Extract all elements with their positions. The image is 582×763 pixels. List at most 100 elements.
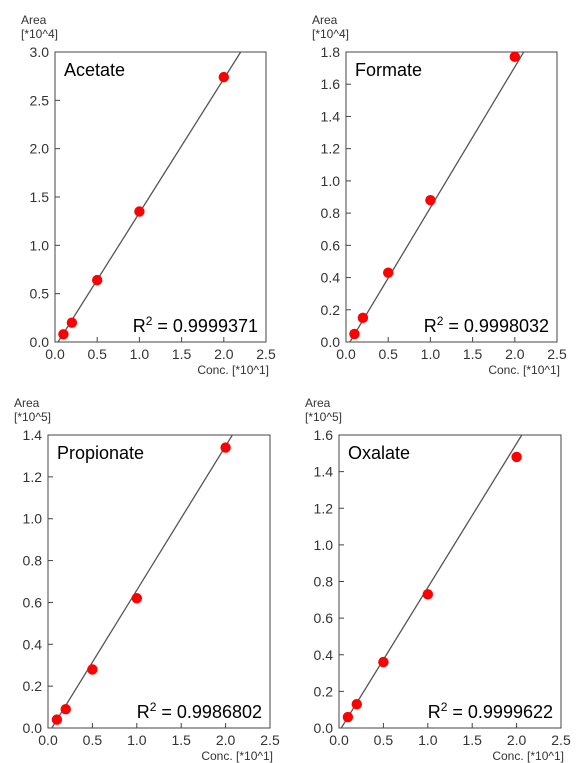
data-point bbox=[351, 698, 362, 710]
x-tick-label: 0.5 bbox=[374, 732, 394, 748]
y-tick-label: 1.4 bbox=[23, 427, 43, 443]
x-axis-title: Conc. [*10^1] bbox=[488, 363, 560, 377]
fit-line bbox=[51, 435, 234, 728]
x-tick-label: 1.5 bbox=[462, 732, 482, 748]
plot-frame bbox=[47, 434, 271, 729]
chart-propionate: 0.0 0.2 0.4 0.6 0.8 1.0 1.2 1.4 0.0 0.5 1.0 1.5 2.0 2… bbox=[14, 396, 280, 763]
x-tick-label: 1.5 bbox=[171, 732, 191, 748]
chart-panel-acetate: 0.0 0.5 1.0 1.5 2.0 2.5 3.0 0.0 0.5 1.0 1.5 2.0 2.5 A… bbox=[0, 0, 288, 380]
y-tick-label: 1.0 bbox=[314, 537, 334, 553]
y-tick-label: 0.0 bbox=[23, 720, 43, 736]
x-tick-label: 2.0 bbox=[505, 346, 525, 362]
y-tick-label: 0.4 bbox=[314, 647, 334, 663]
x-tick-label: 0.0 bbox=[45, 346, 65, 362]
data-point bbox=[220, 442, 231, 453]
y-tick-label: 2.5 bbox=[30, 92, 50, 108]
y-tick-label: 1.6 bbox=[321, 76, 341, 92]
y-tick-label: 1.4 bbox=[314, 464, 334, 480]
fit-line bbox=[340, 435, 523, 728]
y-tick-label: 1.2 bbox=[321, 141, 341, 157]
x-tick-label: 0.0 bbox=[38, 732, 58, 748]
y-tick-label: 0.0 bbox=[321, 334, 341, 350]
fit-line bbox=[349, 52, 525, 342]
y-axis-title: Area bbox=[305, 396, 331, 410]
data-point bbox=[92, 274, 103, 286]
data-point bbox=[511, 451, 522, 463]
plot-frame bbox=[338, 434, 562, 729]
data-point bbox=[349, 328, 360, 340]
y-tick-label: 0.2 bbox=[321, 302, 341, 318]
x-tick-label: 0.5 bbox=[83, 732, 103, 748]
x-tick-label: 2.5 bbox=[547, 346, 567, 362]
x-tick-label: 0.0 bbox=[336, 346, 356, 362]
x-tick-label: 0.0 bbox=[329, 732, 349, 748]
y-tick-label: 0.8 bbox=[314, 574, 334, 590]
data-point bbox=[357, 312, 369, 324]
data-point bbox=[218, 71, 229, 83]
y-tick-label: 1.2 bbox=[23, 469, 43, 485]
y-tick-label: 0.6 bbox=[314, 610, 334, 626]
y-tick-label: 2.0 bbox=[30, 141, 50, 157]
r-squared-label: R2 = 0.9999371 bbox=[133, 314, 258, 336]
y-tick-label: 0.2 bbox=[314, 683, 334, 699]
data-point bbox=[51, 714, 63, 725]
x-tick-label: 2.5 bbox=[260, 732, 280, 748]
y-tick-label: 0.5 bbox=[30, 286, 50, 302]
x-tick-label: 1.0 bbox=[418, 732, 438, 748]
y-axis-title: Area bbox=[14, 396, 40, 410]
panel-label: Formate bbox=[355, 60, 422, 80]
y-tick-label: 0.2 bbox=[23, 678, 43, 694]
y-tick-label: 0.8 bbox=[23, 553, 43, 569]
chart-oxalate: 0.0 0.2 0.4 0.6 0.8 1.0 1.2 1.4 1.6 0.0 0.5 1.0 1.5 2… bbox=[305, 396, 571, 763]
x-tick-label: 1.5 bbox=[463, 346, 483, 362]
y-tick-label: 0.4 bbox=[321, 270, 341, 286]
y-tick-label: 1.5 bbox=[30, 189, 50, 205]
data-point bbox=[422, 589, 433, 600]
x-tick-label: 2.5 bbox=[551, 732, 571, 748]
y-axis-unit: [*10^5] bbox=[14, 410, 51, 424]
y-tick-label: 0.8 bbox=[321, 205, 341, 221]
chart-panel-propionate: 0.0 0.2 0.4 0.6 0.8 1.0 1.2 1.4 0.0 0.5 1.0 1.5 2.0 2… bbox=[0, 383, 288, 763]
y-tick-label: 1.0 bbox=[23, 511, 43, 527]
chart-panel-formate: 0.0 0.2 0.4 0.6 0.8 1.0 1.2 1.4 1.6 1.8 0.0 0.5 1.0 1… bbox=[291, 0, 579, 380]
x-tick-label: 1.0 bbox=[421, 346, 441, 362]
y-tick-label: 1.6 bbox=[314, 427, 334, 443]
chart-panel-oxalate: 0.0 0.2 0.4 0.6 0.8 1.0 1.2 1.4 1.6 0.0 0.5 1.0 1.5 2… bbox=[291, 383, 579, 763]
y-tick-label: 0.6 bbox=[321, 237, 341, 253]
y-axis-unit: [*10^4] bbox=[21, 27, 58, 41]
fit-line bbox=[57, 52, 242, 342]
x-tick-label: 2.0 bbox=[216, 732, 236, 748]
x-tick-label: 0.5 bbox=[87, 346, 107, 362]
data-point bbox=[425, 195, 436, 206]
data-point bbox=[131, 593, 142, 604]
chart-formate: 0.0 0.2 0.4 0.6 0.8 1.0 1.2 1.4 1.6 1.8 0.0 0.5 1.0 1… bbox=[312, 13, 567, 377]
x-axis-title: Conc. [*10^1] bbox=[201, 749, 273, 763]
y-tick-label: 0.0 bbox=[30, 334, 50, 350]
x-tick-label: 1.5 bbox=[172, 346, 192, 362]
y-tick-label: 3.0 bbox=[30, 44, 50, 60]
y-axis-unit: [*10^4] bbox=[312, 27, 349, 41]
y-axis-title: Area bbox=[312, 13, 338, 27]
y-tick-label: 1.8 bbox=[321, 44, 341, 60]
r-squared-label: R2 = 0.9998032 bbox=[424, 314, 549, 336]
plot-frame bbox=[345, 51, 558, 343]
y-tick-label: 1.4 bbox=[321, 108, 341, 124]
data-point bbox=[342, 711, 354, 723]
panel-label: Propionate bbox=[57, 443, 144, 463]
data-point bbox=[60, 703, 71, 715]
x-tick-label: 2.5 bbox=[256, 346, 276, 362]
data-point bbox=[378, 656, 389, 668]
x-tick-label: 1.0 bbox=[127, 732, 147, 748]
y-tick-label: 1.0 bbox=[321, 173, 341, 189]
r-squared-label: R2 = 0.9986802 bbox=[137, 700, 262, 722]
data-point bbox=[66, 317, 78, 328]
plot-frame bbox=[54, 51, 267, 343]
y-axis-title: Area bbox=[21, 13, 47, 27]
data-point bbox=[383, 267, 394, 278]
data-point bbox=[509, 51, 520, 63]
x-tick-label: 2.0 bbox=[507, 732, 527, 748]
chart-acetate: 0.0 0.5 1.0 1.5 2.0 2.5 3.0 0.0 0.5 1.0 1.5 2.0 2.5 A… bbox=[21, 13, 276, 377]
data-point bbox=[87, 664, 98, 675]
x-axis-title: Conc. [*10^1] bbox=[197, 363, 269, 377]
